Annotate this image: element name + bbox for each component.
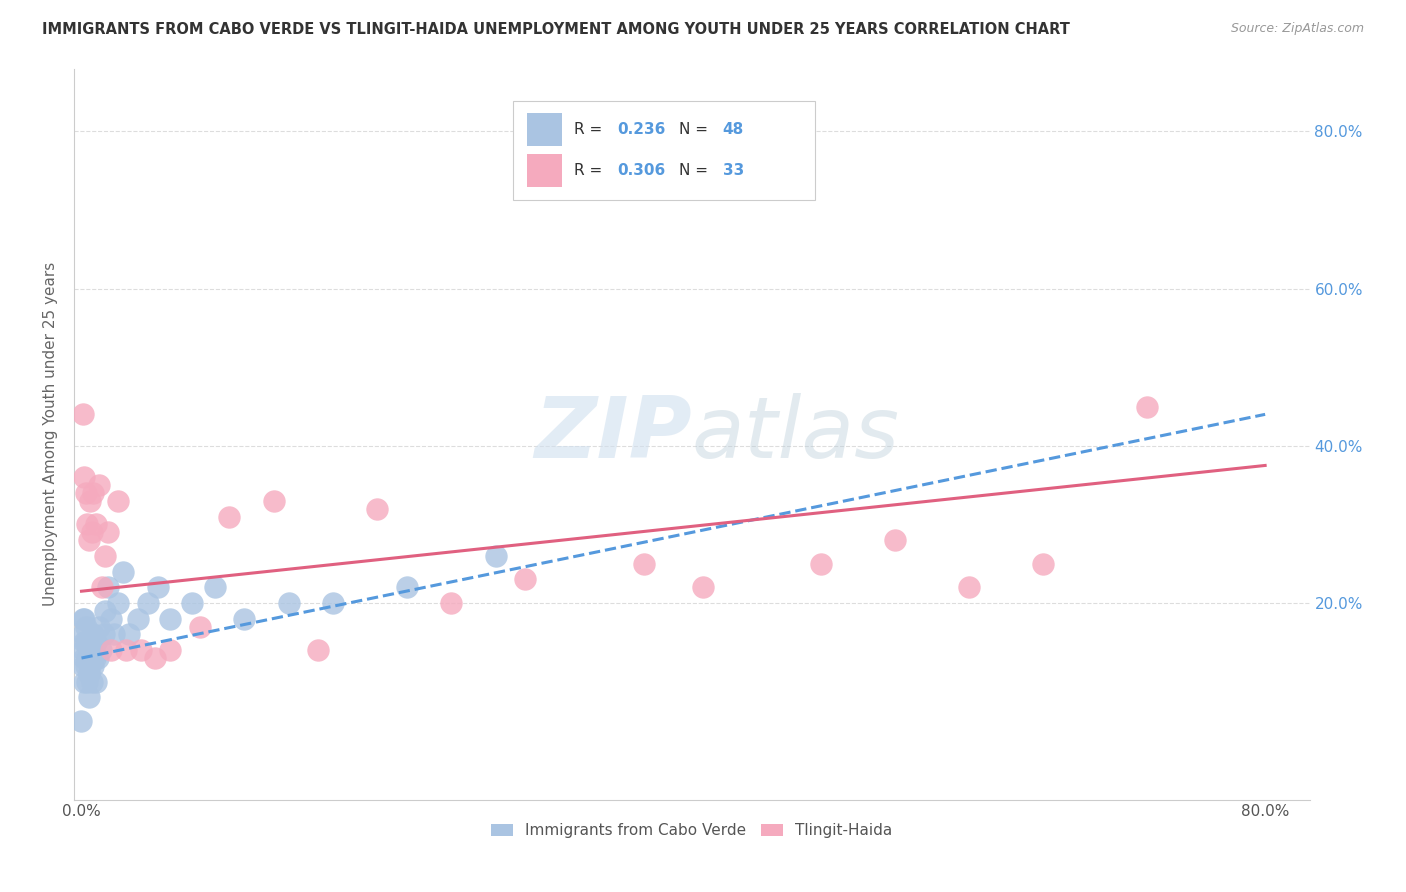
Point bbox=[75, 619, 97, 633]
Text: ZIP: ZIP bbox=[534, 392, 692, 475]
FancyBboxPatch shape bbox=[527, 112, 562, 145]
Point bbox=[93, 627, 115, 641]
Point bbox=[76, 674, 98, 689]
Point bbox=[94, 549, 117, 563]
Legend: Immigrants from Cabo Verde, Tlingit-Haida: Immigrants from Cabo Verde, Tlingit-Haid… bbox=[485, 817, 898, 845]
Point bbox=[77, 666, 100, 681]
Point bbox=[188, 619, 211, 633]
Point bbox=[82, 627, 104, 641]
Point bbox=[84, 635, 107, 649]
Point bbox=[76, 651, 98, 665]
Point bbox=[115, 643, 138, 657]
Point bbox=[159, 612, 181, 626]
Point bbox=[80, 643, 103, 657]
Point bbox=[94, 604, 117, 618]
Point bbox=[72, 627, 94, 641]
Y-axis label: Unemployment Among Youth under 25 years: Unemployment Among Youth under 25 years bbox=[44, 262, 58, 607]
Point bbox=[83, 651, 105, 665]
Point bbox=[77, 690, 100, 705]
Point bbox=[89, 478, 111, 492]
Point bbox=[79, 635, 101, 649]
Point bbox=[263, 493, 285, 508]
Point bbox=[77, 533, 100, 548]
Text: N =: N = bbox=[679, 163, 713, 178]
Point bbox=[100, 643, 122, 657]
Point bbox=[97, 525, 120, 540]
Point bbox=[72, 659, 94, 673]
Point bbox=[111, 565, 134, 579]
Point bbox=[84, 517, 107, 532]
Text: 33: 33 bbox=[723, 163, 744, 178]
Point bbox=[77, 643, 100, 657]
Point bbox=[515, 573, 537, 587]
Point bbox=[72, 643, 94, 657]
Text: N =: N = bbox=[679, 121, 713, 136]
Point bbox=[440, 596, 463, 610]
Point bbox=[70, 714, 93, 728]
Text: IMMIGRANTS FROM CABO VERDE VS TLINGIT-HAIDA UNEMPLOYMENT AMONG YOUTH UNDER 25 YE: IMMIGRANTS FROM CABO VERDE VS TLINGIT-HA… bbox=[42, 22, 1070, 37]
Point bbox=[145, 651, 167, 665]
Point bbox=[148, 580, 170, 594]
Point bbox=[107, 493, 129, 508]
Point bbox=[118, 627, 141, 641]
Point bbox=[957, 580, 980, 594]
Text: Source: ZipAtlas.com: Source: ZipAtlas.com bbox=[1230, 22, 1364, 36]
Point bbox=[136, 596, 159, 610]
Point bbox=[159, 643, 181, 657]
Point bbox=[84, 674, 107, 689]
Point bbox=[80, 525, 103, 540]
Point bbox=[218, 509, 240, 524]
Point bbox=[692, 580, 714, 594]
Point bbox=[204, 580, 226, 594]
Point bbox=[89, 619, 111, 633]
Text: 0.236: 0.236 bbox=[617, 121, 666, 136]
Text: 0.306: 0.306 bbox=[617, 163, 666, 178]
Text: R =: R = bbox=[575, 121, 607, 136]
Point bbox=[82, 486, 104, 500]
Point bbox=[73, 635, 96, 649]
Point bbox=[82, 659, 104, 673]
Point bbox=[100, 612, 122, 626]
Point bbox=[91, 580, 114, 594]
Point bbox=[127, 612, 149, 626]
Point bbox=[75, 486, 97, 500]
Point bbox=[485, 549, 508, 563]
Point bbox=[79, 493, 101, 508]
Point bbox=[90, 643, 112, 657]
Point bbox=[884, 533, 907, 548]
FancyBboxPatch shape bbox=[513, 102, 815, 200]
Point bbox=[97, 580, 120, 594]
Point bbox=[277, 596, 299, 610]
Text: R =: R = bbox=[575, 163, 607, 178]
Text: 48: 48 bbox=[723, 121, 744, 136]
Point bbox=[73, 651, 96, 665]
Point bbox=[366, 501, 388, 516]
Point bbox=[395, 580, 418, 594]
Point bbox=[307, 643, 329, 657]
Point bbox=[810, 557, 832, 571]
Point bbox=[75, 635, 97, 649]
Point bbox=[72, 612, 94, 626]
Point bbox=[633, 557, 655, 571]
Point bbox=[79, 659, 101, 673]
Point bbox=[75, 659, 97, 673]
Point bbox=[76, 517, 98, 532]
Point bbox=[73, 674, 96, 689]
Text: atlas: atlas bbox=[692, 392, 900, 475]
Point bbox=[107, 596, 129, 610]
Point bbox=[129, 643, 152, 657]
Point bbox=[80, 674, 103, 689]
Point bbox=[103, 627, 125, 641]
Point bbox=[87, 651, 110, 665]
Point bbox=[233, 612, 256, 626]
Point bbox=[73, 470, 96, 484]
Point bbox=[1136, 400, 1159, 414]
Point bbox=[73, 612, 96, 626]
Point bbox=[72, 408, 94, 422]
Point bbox=[1032, 557, 1054, 571]
Point bbox=[181, 596, 204, 610]
FancyBboxPatch shape bbox=[527, 154, 562, 187]
Point bbox=[322, 596, 344, 610]
